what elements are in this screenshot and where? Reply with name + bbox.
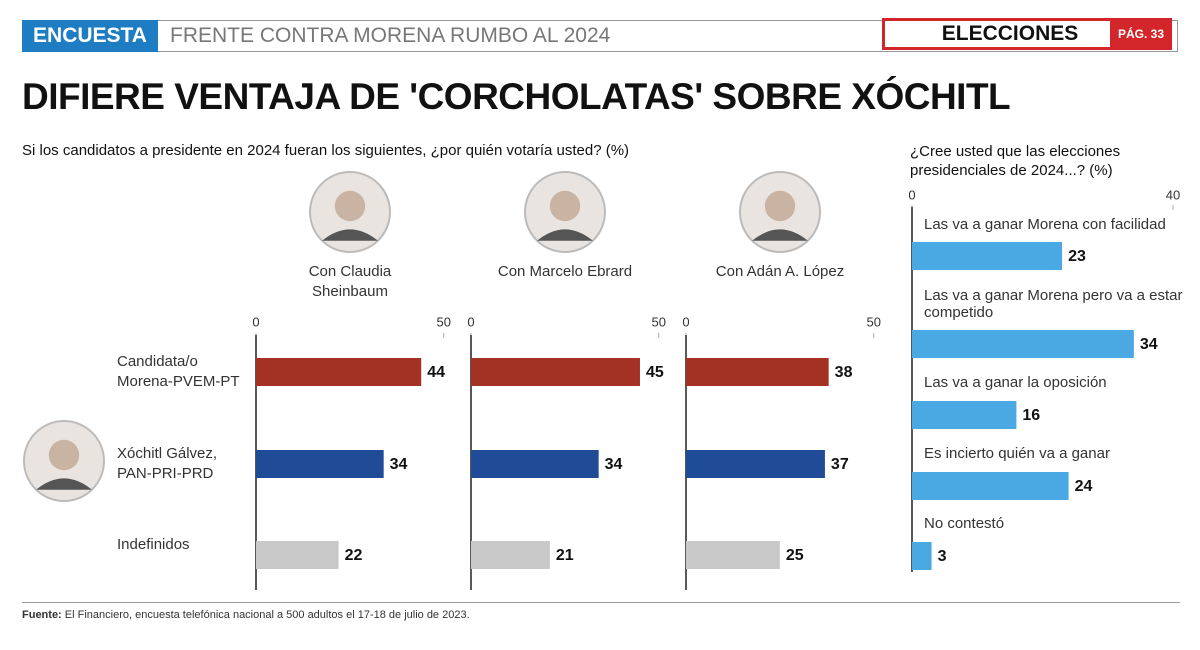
value-label: 45 bbox=[646, 364, 664, 381]
row-label: Candidata/o Morena-PVEM-PT bbox=[117, 353, 240, 390]
photo-head bbox=[48, 439, 80, 471]
category-label: No contestó bbox=[924, 515, 1005, 532]
bar bbox=[471, 541, 550, 569]
value-label: 34 bbox=[605, 456, 623, 473]
right-subtitle: ¿Cree usted que las elecciones presidenc… bbox=[910, 143, 1121, 179]
source: Fuente: El Financiero, encuesta telefóni… bbox=[22, 609, 470, 621]
category-label: Las va a ganar la oposición bbox=[924, 374, 1107, 391]
category-label: Es incierto quién va a ganar bbox=[924, 445, 1110, 462]
bar bbox=[912, 401, 1017, 429]
panel-title: Con Adán A. López bbox=[715, 263, 845, 280]
value-label: 3 bbox=[938, 548, 947, 565]
value-label: 34 bbox=[390, 456, 408, 473]
x-tick-label: 50 bbox=[652, 314, 666, 329]
value-label: 25 bbox=[786, 547, 804, 564]
page-tag: PÁG. 33 bbox=[1110, 18, 1172, 50]
value-label: 21 bbox=[556, 547, 574, 564]
bar bbox=[256, 541, 339, 569]
photo-body bbox=[36, 478, 92, 490]
photo-body bbox=[322, 229, 378, 241]
photo-head bbox=[764, 190, 796, 222]
category-label: Las va a ganar Morena con facilidad bbox=[924, 216, 1166, 233]
bar bbox=[686, 450, 825, 478]
bar bbox=[912, 242, 1063, 270]
bar bbox=[256, 450, 384, 478]
x-tick-label: 50 bbox=[867, 314, 881, 329]
main-title: DIFIERE VENTAJA DE 'CORCHOLATAS' SOBRE X… bbox=[22, 76, 1011, 117]
x-tick-label: 0 bbox=[252, 314, 259, 329]
panel-title: Con Marcelo Ebrard bbox=[497, 263, 633, 280]
source-text: El Financiero, encuesta telefónica nacio… bbox=[64, 609, 470, 621]
x-tick-label: 0 bbox=[908, 187, 915, 202]
bar bbox=[912, 542, 932, 570]
category-label: Las va a ganar Morena pero va a estar co… bbox=[924, 287, 1183, 321]
bar bbox=[912, 472, 1069, 500]
value-label: 24 bbox=[1075, 478, 1093, 495]
row-label: Indefinidos bbox=[117, 536, 190, 553]
value-label: 34 bbox=[1140, 336, 1158, 353]
value-label: 37 bbox=[831, 456, 849, 473]
value-label: 38 bbox=[835, 364, 853, 381]
bar bbox=[256, 358, 422, 386]
value-label: 44 bbox=[427, 364, 445, 381]
photo-head bbox=[334, 190, 366, 222]
photo-body bbox=[752, 229, 808, 241]
x-tick-label: 0 bbox=[682, 314, 689, 329]
section-tag: ENCUESTA bbox=[22, 20, 158, 52]
x-tick-label: 40 bbox=[1166, 187, 1180, 202]
row-label: Xóchitl Gálvez, PAN-PRI-PRD bbox=[117, 445, 218, 482]
bar bbox=[686, 358, 829, 386]
photo-head bbox=[549, 190, 581, 222]
footer-rule bbox=[22, 602, 1180, 603]
bar bbox=[471, 358, 640, 386]
x-tick-label: 50 bbox=[437, 314, 451, 329]
bar bbox=[912, 330, 1134, 358]
x-tick-label: 0 bbox=[467, 314, 474, 329]
photo-body bbox=[537, 229, 593, 241]
bar bbox=[686, 541, 780, 569]
value-label: 16 bbox=[1022, 407, 1040, 424]
left-subtitle: Si los candidatos a presidente en 2024 f… bbox=[22, 142, 630, 159]
value-label: 22 bbox=[345, 547, 363, 564]
bar bbox=[471, 450, 599, 478]
value-label: 23 bbox=[1068, 248, 1086, 265]
panel-title: Con Claudia Sheinbaum bbox=[308, 263, 392, 300]
source-label: Fuente: bbox=[22, 609, 62, 621]
header-label: ELECCIONES bbox=[941, 22, 1079, 45]
header-topic: FRENTE CONTRA MORENA RUMBO AL 2024 bbox=[170, 24, 611, 47]
